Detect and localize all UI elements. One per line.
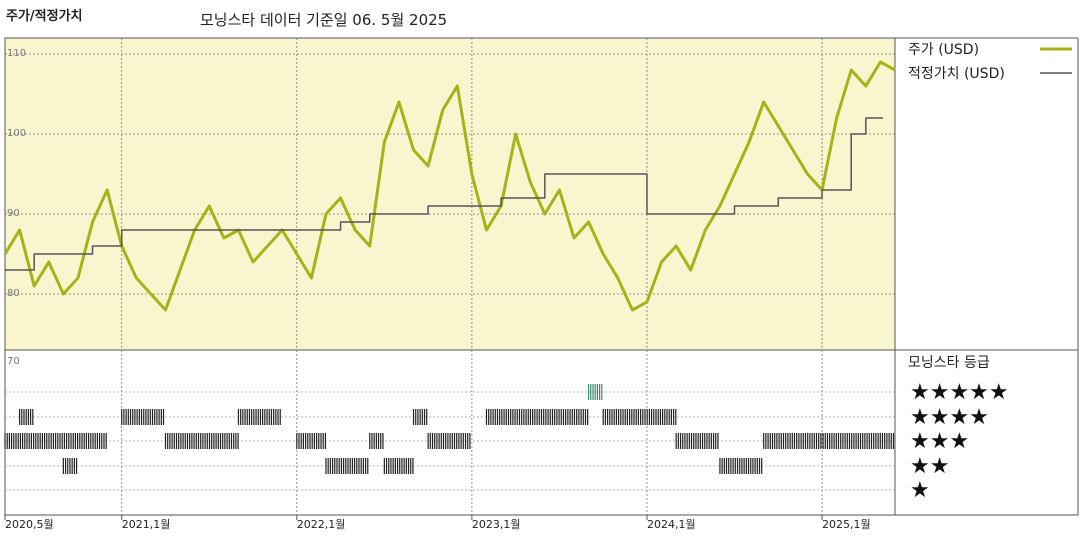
y-tick-label: 110 (7, 48, 26, 59)
price-line (3, 60, 896, 312)
rating-period-bar (675, 433, 719, 449)
chart-title: 주가/적정가치 (6, 9, 83, 24)
x-tick-label: 2020,5월 (5, 518, 54, 531)
x-tick-label: 2025,1월 (822, 518, 871, 531)
rating-period-bar (369, 433, 384, 449)
rating-period-bar (588, 384, 603, 400)
y-tick-label: 70 (7, 356, 20, 367)
price-panel-background (5, 38, 895, 350)
rating-period-bar (719, 458, 763, 474)
rating-stars-label: ★ (910, 478, 930, 503)
y-tick-label: 80 (7, 288, 20, 299)
x-tick-label: 2023,1월 (472, 518, 521, 531)
rating-period-bar (121, 409, 165, 425)
rating-period-bar (412, 409, 428, 425)
x-tick-label: 2021,1월 (122, 518, 171, 531)
rating-panel-title: 모닝스타 등급 (908, 355, 990, 371)
rating-stars-label: ★★★★★ (910, 380, 1009, 405)
x-tick-label: 2022,1월 (297, 518, 346, 531)
rating-period-bar (427, 433, 471, 449)
rating-stars-label: ★★ (910, 454, 949, 479)
fair-value-line (5, 117, 883, 271)
rating-period-bar (62, 458, 78, 474)
rating-period-bar (763, 433, 895, 449)
rating-stars-label: ★★★★ (910, 405, 989, 430)
y-tick-label: 90 (7, 208, 20, 219)
rating-period-bar (325, 458, 369, 474)
legend-label: 적정가치 (USD) (908, 66, 1005, 82)
rating-period-bar (4, 433, 107, 449)
chart-frame (4, 37, 1079, 516)
rating-period-bar (296, 433, 327, 449)
rating-period-bar (18, 409, 34, 425)
legend-label: 주가 (USD) (908, 42, 979, 58)
chart-subtitle: 모닝스타 데이터 기준일 06. 5월 2025 (200, 11, 448, 29)
rating-period-bar (164, 433, 239, 449)
y-tick-label: 100 (7, 128, 26, 139)
x-tick-label: 2024,1월 (647, 518, 696, 531)
rating-period-bar (602, 409, 677, 425)
rating-period-bar (485, 409, 589, 425)
rating-period-bar (383, 458, 414, 474)
rating-stars-label: ★★★ (910, 429, 969, 454)
rating-period-bar (237, 409, 281, 425)
